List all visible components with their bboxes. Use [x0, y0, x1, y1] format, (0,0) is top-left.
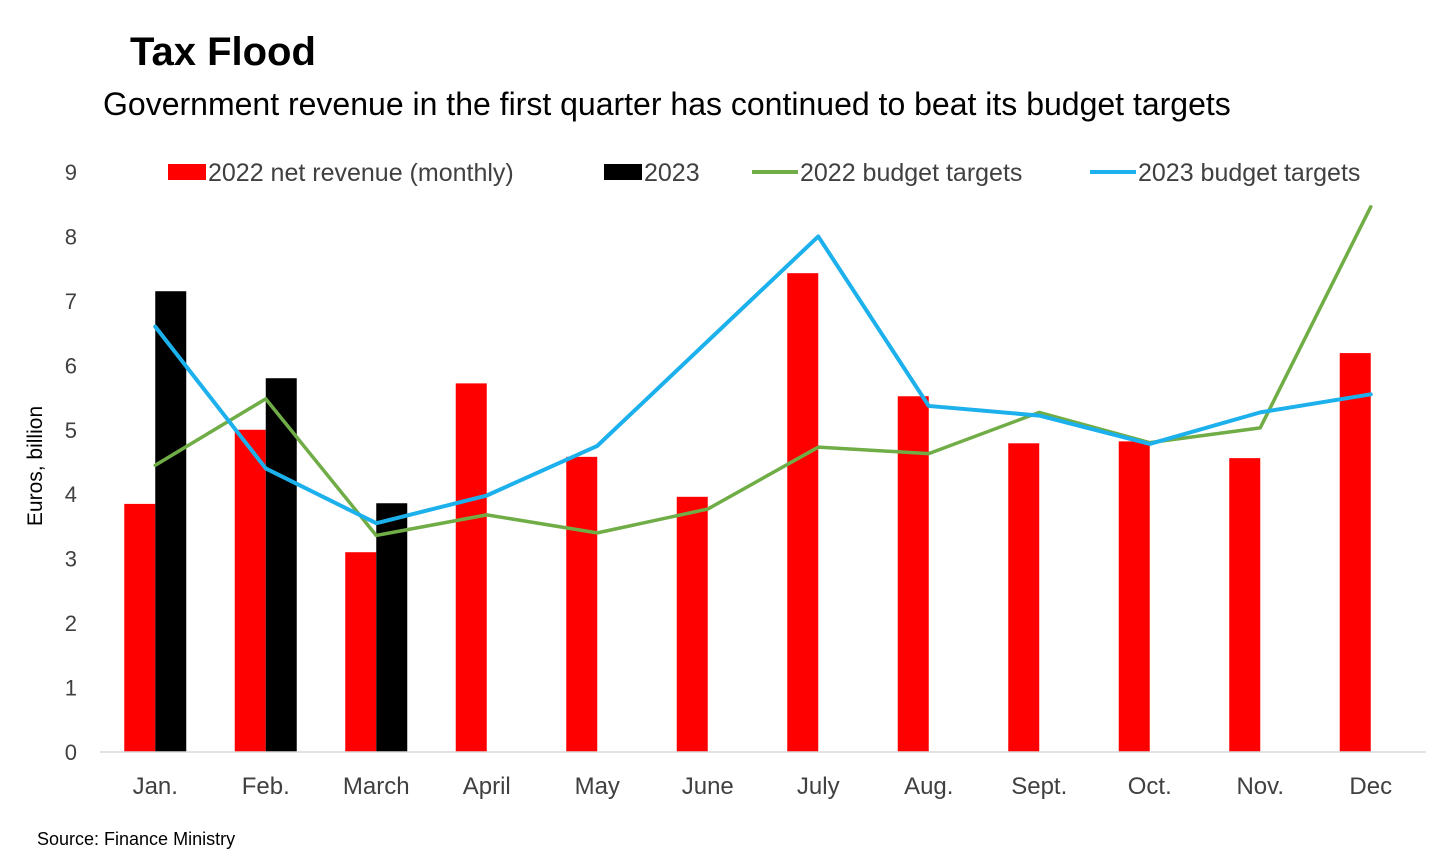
bar-2023 [376, 503, 408, 752]
x-tick-label: Nov. [1236, 773, 1284, 800]
y-tick-label: 7 [65, 289, 77, 314]
legend-label: 2023 budget targets [1138, 159, 1360, 187]
y-tick-label: 2 [65, 611, 77, 636]
x-tick-label: Feb. [242, 773, 290, 800]
bar-2022-revenue [787, 273, 819, 752]
legend-item-2023-budget-targets: 2023 budget targets [1090, 159, 1360, 187]
line-2022-budget-targets [153, 205, 1373, 538]
x-tick-label: Oct. [1128, 773, 1172, 800]
y-tick-label: 5 [65, 418, 77, 443]
y-axis-label: Euros, billion [24, 406, 47, 526]
chart-title: Tax Flood [130, 30, 316, 74]
bar-2022-revenue [124, 503, 156, 752]
x-tick-label: July [797, 773, 840, 800]
y-tick-label: 9 [65, 160, 77, 185]
source-note: Source: Finance Ministry [37, 829, 236, 849]
bar-2022-revenue [1008, 443, 1040, 752]
legend-item-2023: 2023 [604, 159, 700, 187]
bar-2022-revenue [566, 456, 598, 752]
bar-2022-revenue [897, 396, 929, 752]
bar-2022-revenue [345, 552, 377, 752]
y-tick-label: 3 [65, 547, 77, 572]
legend-swatch [604, 164, 642, 180]
bar-2022-revenue [676, 496, 708, 752]
x-tick-label: June [682, 773, 734, 800]
legend-label: 2022 budget targets [800, 159, 1022, 187]
x-tick-label: April [463, 773, 511, 800]
x-tick-label: Jan. [133, 773, 178, 800]
bar-2022-revenue [234, 429, 266, 752]
x-ticks: Jan. Feb. March April May June July Aug. Sept. Oc… [133, 773, 1393, 800]
y-tick-label: 1 [65, 676, 77, 701]
x-tick-label: May [575, 773, 620, 800]
bar-2022-revenue [1339, 353, 1371, 752]
line-2023-budget-targets [153, 234, 1373, 526]
x-tick-label: Dec [1349, 773, 1392, 800]
y-tick-label: 4 [65, 482, 77, 507]
chart-subtitle: Government revenue in the first quarter … [103, 86, 1231, 122]
x-tick-label: Aug. [904, 773, 953, 800]
legend-item-2022-budget-targets: 2022 budget targets [752, 159, 1022, 187]
y-axis-label-group: Euros, billion [24, 406, 47, 526]
legend-label: 2022 net revenue (monthly) [208, 159, 514, 187]
y-tick-label: 0 [65, 740, 77, 765]
y-tick-label: 8 [65, 224, 77, 249]
bars [124, 273, 1371, 752]
bar-2023 [265, 378, 297, 752]
legend-swatch [168, 164, 206, 180]
bar-2022-revenue [1118, 441, 1150, 752]
bar-2022-revenue [1229, 458, 1261, 752]
legend: 2022 net revenue (monthly) 2023 2022 budge… [168, 159, 1360, 187]
legend-label: 2023 [644, 159, 700, 187]
lines [153, 205, 1373, 538]
bar-2023 [155, 291, 187, 752]
legend-item-2022-revenue: 2022 net revenue (monthly) [168, 159, 514, 187]
bar-2022-revenue [455, 383, 487, 752]
y-ticks: 0 1 2 3 4 5 6 7 8 9 [65, 160, 77, 765]
y-tick-label: 6 [65, 353, 77, 378]
x-tick-label: Sept. [1011, 773, 1067, 800]
x-tick-label: March [343, 773, 410, 800]
